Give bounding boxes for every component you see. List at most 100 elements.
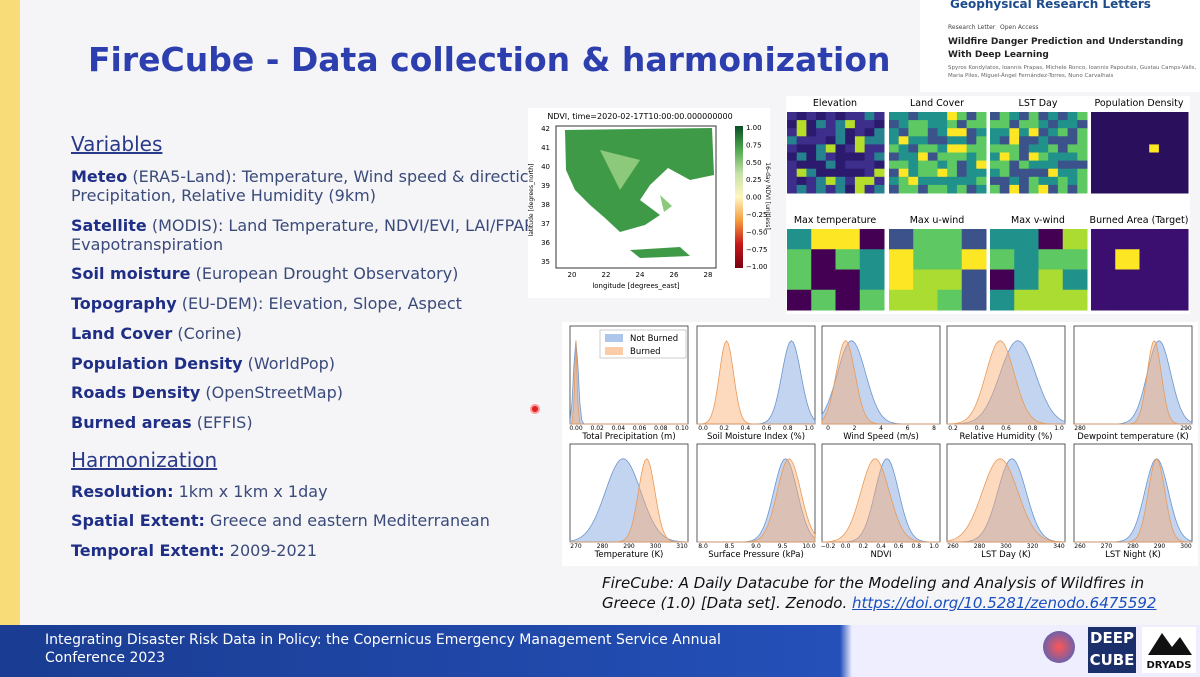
thumb-cell (1110, 176, 1121, 186)
thumb-cell (796, 168, 807, 178)
thumb-cell (825, 160, 836, 170)
hist-tick: 0.6 (762, 425, 772, 432)
hist-frame (696, 325, 816, 425)
hist-tick: 0.4 (741, 425, 751, 432)
thumb-cell (976, 144, 987, 153)
thumb-cell (999, 176, 1010, 186)
thumb-cell (1028, 112, 1039, 121)
thumb-cell (787, 128, 798, 137)
side-strip (0, 0, 20, 625)
legend-swatch (605, 347, 623, 355)
thumb-cell (864, 144, 875, 153)
thumb-cell (874, 160, 885, 170)
thumb-cell (1077, 112, 1088, 121)
thumb-cell (1163, 289, 1189, 311)
hist-tick: 0.08 (654, 425, 668, 432)
hist-tick: 8 (932, 425, 936, 432)
map-ytick: 40 (541, 163, 550, 171)
hist-tick: 0.06 (633, 425, 647, 432)
thumb-cell (806, 112, 817, 121)
hist-tick: 320 (1027, 543, 1039, 550)
list-item: Land Cover (Corine) (71, 324, 531, 343)
thumb-cell (1158, 152, 1170, 162)
thumb-cell (889, 152, 900, 162)
thumb-cell (1100, 144, 1111, 153)
density-curve (569, 458, 689, 543)
thumb-cell (1139, 128, 1150, 137)
thumb-cell (1120, 168, 1131, 178)
thumb-cell (1057, 120, 1069, 129)
thumb-cell (1100, 160, 1111, 170)
thumb-cell (1115, 289, 1140, 311)
thumb-cell (999, 160, 1010, 170)
thumb-cell (1028, 144, 1039, 153)
thumb-cell (966, 160, 977, 170)
thumb-cell (1009, 120, 1020, 129)
hist-tick: 0.6 (1001, 425, 1011, 432)
thumb-cell (1009, 152, 1020, 162)
thumb-cell (825, 168, 836, 178)
thumb-title: Max u-wind (910, 215, 965, 226)
thumb-cell (1149, 112, 1160, 121)
thumb-cell (937, 136, 948, 145)
thumb-cell (787, 160, 798, 170)
hist-tick: 6 (906, 425, 910, 432)
hist-frame (1073, 443, 1193, 543)
citation-link[interactable]: https://doi.org/10.5281/zenodo.6475592 (852, 594, 1157, 612)
hist-tick: 280 (974, 543, 986, 550)
thumb-cell (937, 120, 948, 129)
thumb-cell (1168, 160, 1179, 170)
thumb-cell (806, 120, 817, 129)
thumb-cell (845, 184, 856, 194)
thumb-cell (825, 120, 836, 129)
thumb-cell (1028, 176, 1039, 186)
thumb-cell (1028, 160, 1039, 170)
thumb-cell (796, 112, 807, 121)
thumb-cell (937, 269, 963, 291)
density-curve (946, 340, 1066, 425)
thumb-cell (806, 184, 817, 194)
thumb-cell (1100, 136, 1111, 145)
thumb-cell (1178, 144, 1189, 153)
thumb-cell (990, 289, 1015, 311)
thumb-cell (1110, 152, 1121, 162)
map-xtick: 24 (636, 271, 645, 279)
thumb-cell (1120, 128, 1131, 137)
thumb-cell (947, 160, 958, 170)
item-label: Meteo (71, 167, 128, 186)
thumb-cell (1067, 184, 1078, 194)
thumb-cell (845, 176, 856, 186)
thumb-cell (898, 152, 909, 162)
paper-kind: Research Letter (948, 24, 996, 31)
item-label: Soil moisture (71, 264, 191, 283)
thumb-cell (918, 136, 929, 145)
hist-tick: 270 (570, 543, 582, 550)
hist-tick: 0.10 (675, 425, 689, 432)
hist-tick: 0.8 (1028, 425, 1038, 432)
hist-frame (946, 325, 1066, 425)
thumb-cell (1100, 152, 1111, 162)
thumb-cell (1077, 144, 1088, 153)
thumb-cell (1067, 112, 1078, 121)
item-label: Spatial Extent: (71, 511, 205, 530)
thumb-cell (966, 176, 977, 186)
thumb-cell (816, 112, 827, 121)
thumb-cell (1048, 128, 1059, 137)
hist-tick: 0.2 (859, 543, 869, 550)
thumb-title: Max temperature (794, 215, 877, 226)
thumb-cell (1120, 176, 1131, 186)
paper-access: Open Access (1000, 24, 1039, 31)
thumb-cell (845, 168, 856, 178)
thumb-cell (1077, 120, 1088, 129)
thumb-cell (908, 144, 919, 153)
thumb-cell (1062, 229, 1088, 250)
thumb-cell (806, 144, 817, 153)
thumb-cell (999, 112, 1010, 121)
thumb-cell (1077, 152, 1088, 162)
paper-title: Wildfire Danger Prediction and Understan… (948, 37, 1184, 60)
thumb-cell (1158, 144, 1170, 153)
thumb-cell (937, 176, 948, 186)
thumb-cell (1149, 144, 1160, 153)
thumb-cell (990, 184, 1001, 194)
hist-tick: 300 (650, 543, 662, 550)
